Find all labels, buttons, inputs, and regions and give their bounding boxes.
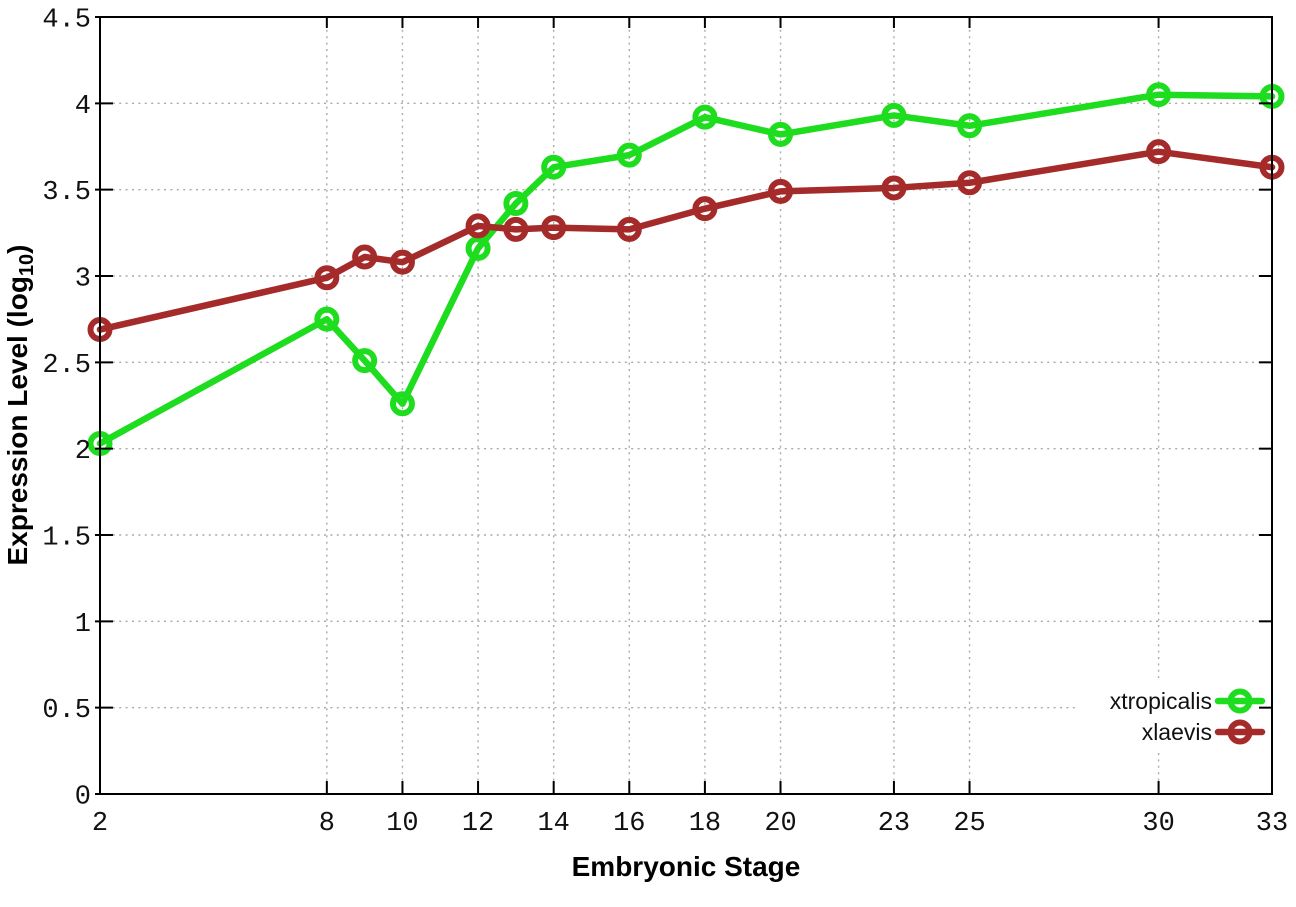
data-point-xtropicalis bbox=[881, 102, 907, 128]
x-tick-label: 16 bbox=[613, 809, 645, 839]
data-point-xlaevis bbox=[957, 170, 983, 196]
legend-marker-icon-xlaevis bbox=[1227, 719, 1253, 745]
y-tick-label: 2 bbox=[75, 437, 91, 467]
y-tick-label: 3.5 bbox=[42, 178, 91, 208]
data-point-xtropicalis bbox=[352, 348, 378, 374]
data-point-xtropicalis bbox=[503, 190, 529, 216]
y-tick-label: 1 bbox=[75, 610, 91, 640]
data-point-xtropicalis bbox=[957, 113, 983, 139]
x-tick-label: 14 bbox=[537, 809, 569, 839]
axes-layer: 2 8 10 12 14 16 18 20 23 25 30 33 0 0.5 1 1.5 2 2.5 3 3.5 4 4… bbox=[42, 5, 1288, 839]
data-point-xlaevis bbox=[881, 175, 907, 201]
data-point-xlaevis bbox=[389, 249, 415, 275]
plot-border bbox=[99, 16, 1273, 795]
data-point-xtropicalis bbox=[465, 235, 491, 261]
grid-layer bbox=[100, 17, 1272, 794]
y-tick-label: 4.5 bbox=[42, 5, 91, 35]
data-point-xtropicalis bbox=[314, 306, 340, 332]
y-tick-label: 0 bbox=[75, 782, 91, 812]
data-point-xtropicalis bbox=[768, 121, 794, 147]
y-tick-label: 3 bbox=[75, 264, 91, 294]
x-tick-label: 10 bbox=[386, 809, 418, 839]
data-point-xlaevis bbox=[465, 213, 491, 239]
x-tick-label: 12 bbox=[462, 809, 494, 839]
data-point-xtropicalis bbox=[541, 154, 567, 180]
x-tick-label: 30 bbox=[1142, 809, 1174, 839]
data-point-xlaevis bbox=[692, 196, 718, 222]
series-xtropicalis-line bbox=[96, 91, 1276, 447]
x-tick-label: 18 bbox=[689, 809, 721, 839]
data-point-xlaevis bbox=[1146, 139, 1172, 165]
series-xlaevis-line bbox=[96, 148, 1276, 333]
y-tick-label: 4 bbox=[75, 92, 91, 122]
legend-label-xlaevis: xlaevis bbox=[1142, 719, 1212, 745]
x-tick-label: 23 bbox=[878, 809, 910, 839]
y-tick-label: 2.5 bbox=[42, 351, 91, 381]
data-point-xlaevis bbox=[616, 216, 642, 242]
x-tick-label: 33 bbox=[1256, 809, 1288, 839]
x-tick-label: 2 bbox=[92, 809, 108, 839]
y-tick-label: 0.5 bbox=[42, 696, 91, 726]
x-axis-title: Embryonic Stage bbox=[572, 851, 801, 882]
data-point-xtropicalis bbox=[389, 391, 415, 417]
data-point-xtropicalis bbox=[616, 142, 642, 168]
y-tick-label: 1.5 bbox=[42, 523, 91, 553]
data-point-xlaevis bbox=[352, 244, 378, 270]
data-point-xtropicalis bbox=[692, 104, 718, 130]
data-point-xlaevis bbox=[541, 215, 567, 241]
x-tick-label: 20 bbox=[764, 809, 796, 839]
legend: xtropicalis xlaevis bbox=[1076, 678, 1268, 752]
y-axis-title: Expression Level (log10) bbox=[2, 245, 38, 566]
x-tick-label: 25 bbox=[953, 809, 985, 839]
legend-label-xtropicalis: xtropicalis bbox=[1110, 688, 1212, 714]
data-point-xtropicalis bbox=[1146, 82, 1172, 108]
data-point-xlaevis bbox=[503, 216, 529, 242]
x-tick-label: 8 bbox=[319, 809, 335, 839]
legend-marker-icon-xtropicalis bbox=[1227, 688, 1253, 714]
data-point-xlaevis bbox=[314, 265, 340, 291]
data-point-xlaevis bbox=[768, 178, 794, 204]
series-layer bbox=[87, 82, 1285, 456]
